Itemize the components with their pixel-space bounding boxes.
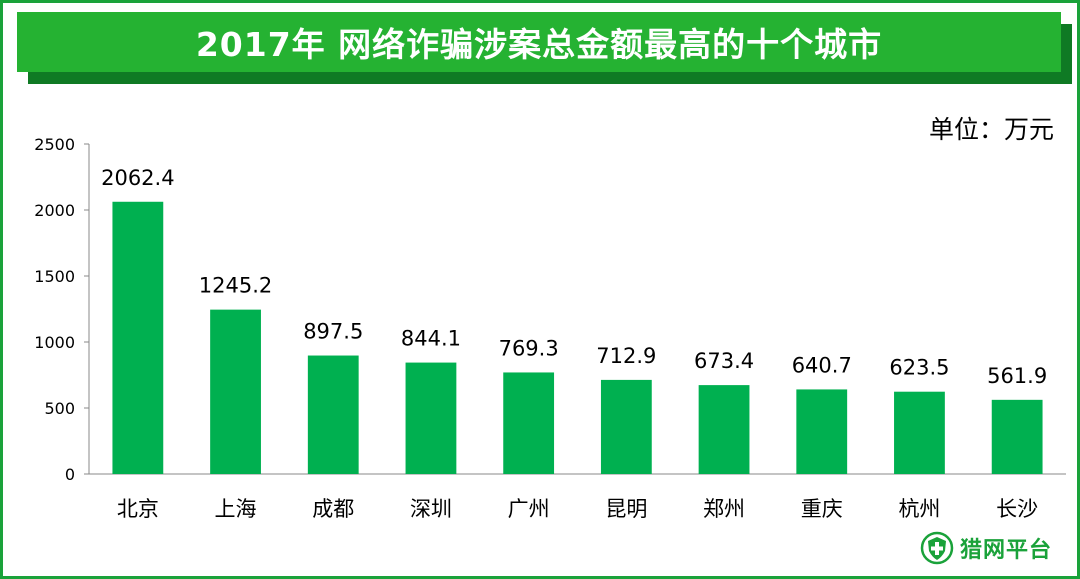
data-label: 561.9	[987, 364, 1047, 388]
x-tick-label: 深圳	[410, 497, 452, 521]
x-tick-label: 昆明	[605, 497, 647, 521]
brand-logo: 猎网平台	[920, 531, 1052, 565]
x-tick-label: 郑州	[703, 497, 745, 521]
x-tick-label: 长沙	[996, 497, 1038, 521]
shield-cross-icon	[920, 531, 954, 565]
x-tick-label: 广州	[508, 497, 550, 521]
data-label: 897.5	[303, 320, 363, 344]
data-label: 2062.4	[101, 166, 174, 190]
x-tick-label: 北京	[117, 497, 159, 521]
y-tick-label: 2500	[34, 135, 75, 154]
data-label: 623.5	[889, 356, 949, 380]
y-tick-label: 500	[44, 399, 75, 418]
x-tick-label: 上海	[215, 497, 257, 521]
data-label: 673.4	[694, 349, 754, 373]
y-tick-label: 0	[65, 465, 75, 484]
bar	[405, 362, 457, 474]
x-tick-label: 成都	[312, 497, 354, 521]
data-label: 640.7	[792, 353, 852, 377]
title-banner: 2017年 网络诈骗涉案总金额最高的十个城市	[17, 12, 1061, 72]
data-label: 769.3	[499, 336, 559, 360]
data-label: 1245.2	[199, 274, 272, 298]
bar	[210, 309, 261, 474]
bar	[600, 379, 652, 474]
bar	[503, 372, 555, 474]
data-label: 712.9	[596, 344, 656, 368]
x-tick-label: 杭州	[898, 497, 940, 521]
y-tick-label: 1500	[34, 267, 75, 286]
bar	[991, 399, 1043, 474]
y-tick-label: 2000	[34, 201, 75, 220]
y-tick-label: 1000	[34, 333, 75, 352]
bar	[698, 385, 750, 474]
x-tick-label: 重庆	[801, 497, 843, 521]
page-title: 2017年 网络诈骗涉案总金额最高的十个城市	[195, 25, 883, 64]
bar	[894, 391, 945, 474]
bar	[307, 355, 359, 474]
unit-label: 单位：万元	[928, 115, 1054, 144]
bar	[112, 201, 164, 475]
brand-name: 猎网平台	[959, 538, 1052, 563]
bar	[796, 389, 848, 474]
data-label: 844.1	[401, 327, 461, 351]
